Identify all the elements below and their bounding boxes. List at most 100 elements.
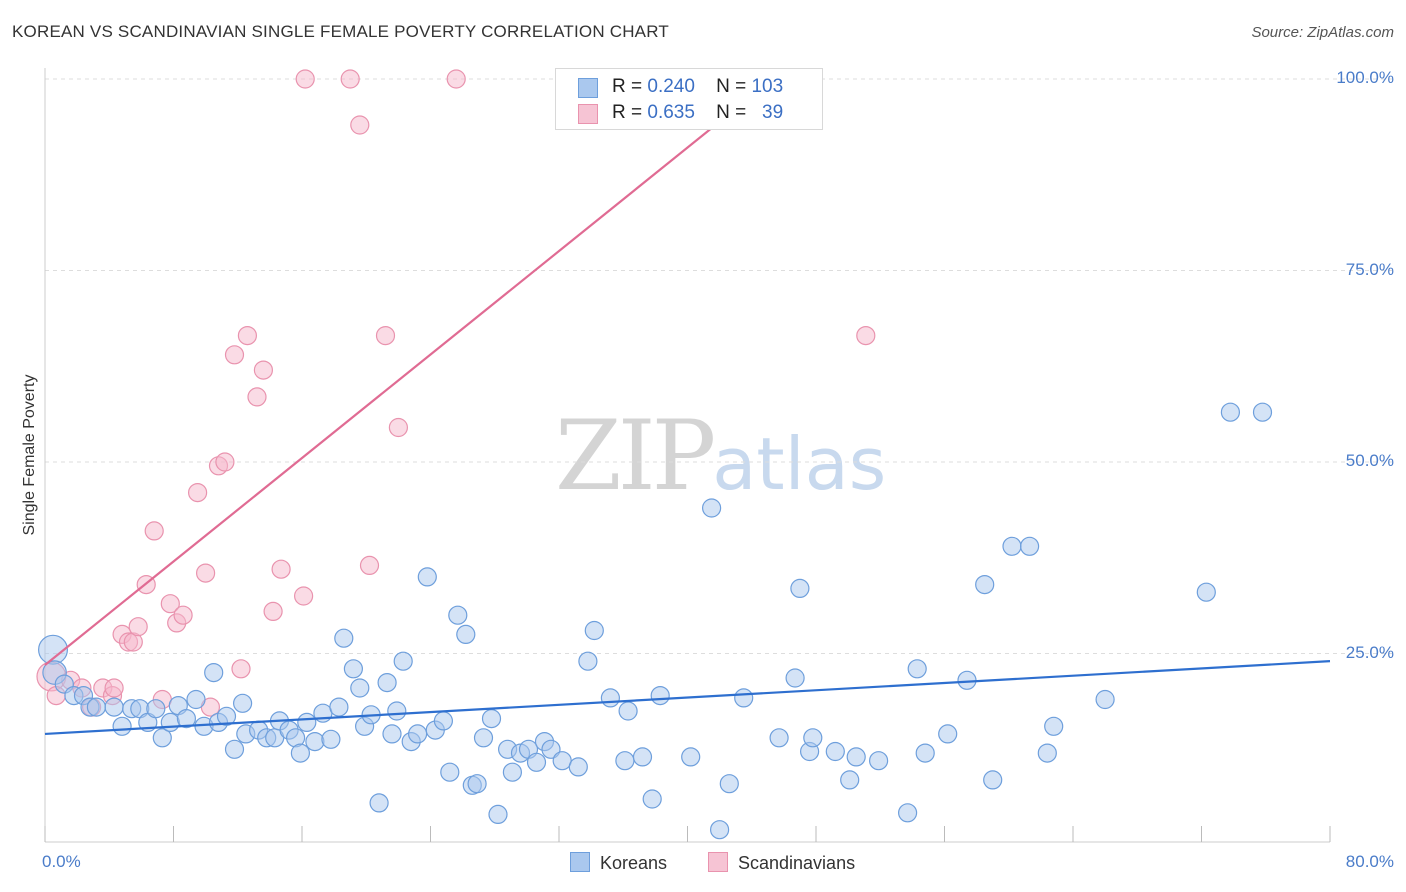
korean-point <box>146 699 166 719</box>
korean-point <box>86 697 107 717</box>
scandinavian-point <box>294 586 314 606</box>
korean-point <box>907 659 927 679</box>
korean-point <box>112 716 132 736</box>
grid-lines <box>45 78 1392 654</box>
korean-point <box>1002 536 1022 556</box>
korean-point <box>297 712 317 733</box>
korean-point <box>975 574 995 595</box>
korean-point <box>846 747 866 767</box>
korean-point <box>393 651 413 671</box>
korean-point <box>897 803 918 823</box>
korean-point <box>305 731 325 752</box>
watermark-atlas: atlas <box>712 422 887 506</box>
korean-point <box>681 747 701 767</box>
korean-point <box>650 685 670 706</box>
korean-point <box>769 728 789 748</box>
scandinavian-point <box>350 115 370 135</box>
korean-point <box>377 672 397 693</box>
korean-point <box>224 739 245 759</box>
koreans-swatch <box>578 78 598 98</box>
korean-point <box>803 728 823 748</box>
watermark-zip: ZIP <box>555 400 716 512</box>
korean-point <box>502 762 523 782</box>
scandinavians-legend-label: Scandinavians <box>738 853 856 873</box>
korean-point <box>152 728 172 748</box>
korean-point <box>417 567 437 587</box>
scandinavian-point <box>144 521 164 541</box>
y-tick-label: 50.0% <box>1345 451 1394 470</box>
korean-point <box>709 820 730 840</box>
korean-point <box>915 743 935 763</box>
scandinavian-point <box>224 345 245 365</box>
y-tick-label: 100.0% <box>1336 68 1394 87</box>
korean-point <box>1220 402 1241 422</box>
korean-point <box>408 724 428 744</box>
legend-item-koreans: Koreans <box>570 852 667 874</box>
korean-point <box>938 724 958 744</box>
y-tick-label: 75.0% <box>1345 259 1394 279</box>
korean-point <box>382 724 402 744</box>
korean-point <box>481 708 502 729</box>
korean-point <box>618 701 638 721</box>
korean-point <box>233 693 253 713</box>
r-label: R = <box>612 102 643 123</box>
korean-point <box>473 728 494 748</box>
scandinavian-point <box>247 387 267 407</box>
koreans-trend-line <box>44 660 1331 736</box>
korean-point <box>568 757 588 777</box>
korean-point <box>642 789 662 809</box>
korean-point <box>840 770 860 790</box>
scandinavian-point <box>196 563 216 583</box>
scandinavian-point <box>173 605 193 625</box>
korean-point <box>578 651 598 671</box>
scandinavian-point <box>128 617 148 637</box>
scandinavians-trend-line <box>44 78 774 666</box>
korean-point <box>615 751 635 771</box>
korean-point <box>104 697 124 717</box>
korean-point <box>433 711 453 731</box>
korean-point <box>868 751 889 771</box>
korean-point <box>160 712 180 733</box>
korean-point <box>467 774 487 794</box>
korean-point <box>1037 743 1057 763</box>
koreans-legend-label: Koreans <box>600 853 668 873</box>
scandinavian-point <box>856 326 876 346</box>
korean-point <box>1095 689 1115 710</box>
korean-point <box>290 743 310 763</box>
scandinavian-point <box>231 659 251 679</box>
scandinavian-point <box>160 594 180 614</box>
korean-point <box>1019 536 1040 556</box>
legend-item-scandinavians: Scandinavians <box>708 852 855 874</box>
korean-point <box>584 620 604 641</box>
scandinavians-swatch <box>578 104 598 124</box>
korean-point <box>186 689 206 710</box>
trend-lines <box>44 78 1331 736</box>
n-label: N = <box>716 102 747 123</box>
korean-point <box>600 688 621 708</box>
korean-point <box>541 739 561 759</box>
korean-point <box>526 752 547 772</box>
korean-point <box>734 688 754 708</box>
scandinavian-point <box>188 483 208 503</box>
korean-point <box>334 628 354 648</box>
korean-point <box>983 770 1003 790</box>
n-value: 103 <box>751 76 784 97</box>
korean-point <box>176 708 196 729</box>
korean-point <box>448 605 468 625</box>
korean-point <box>329 697 349 717</box>
koreans-legend-swatch <box>570 852 590 872</box>
scandinavian-point <box>253 360 273 380</box>
korean-point <box>216 706 237 726</box>
korean-point <box>1044 716 1064 736</box>
korean-point <box>825 741 845 762</box>
korean-point <box>456 624 476 645</box>
korean-point <box>1196 582 1216 602</box>
axes <box>44 68 1331 843</box>
scandinavian-point <box>295 69 315 89</box>
korean-point <box>785 668 805 688</box>
scandinavian-point <box>388 417 408 438</box>
korean-point <box>350 678 370 698</box>
korean-point <box>719 774 739 794</box>
korean-point <box>701 498 722 518</box>
